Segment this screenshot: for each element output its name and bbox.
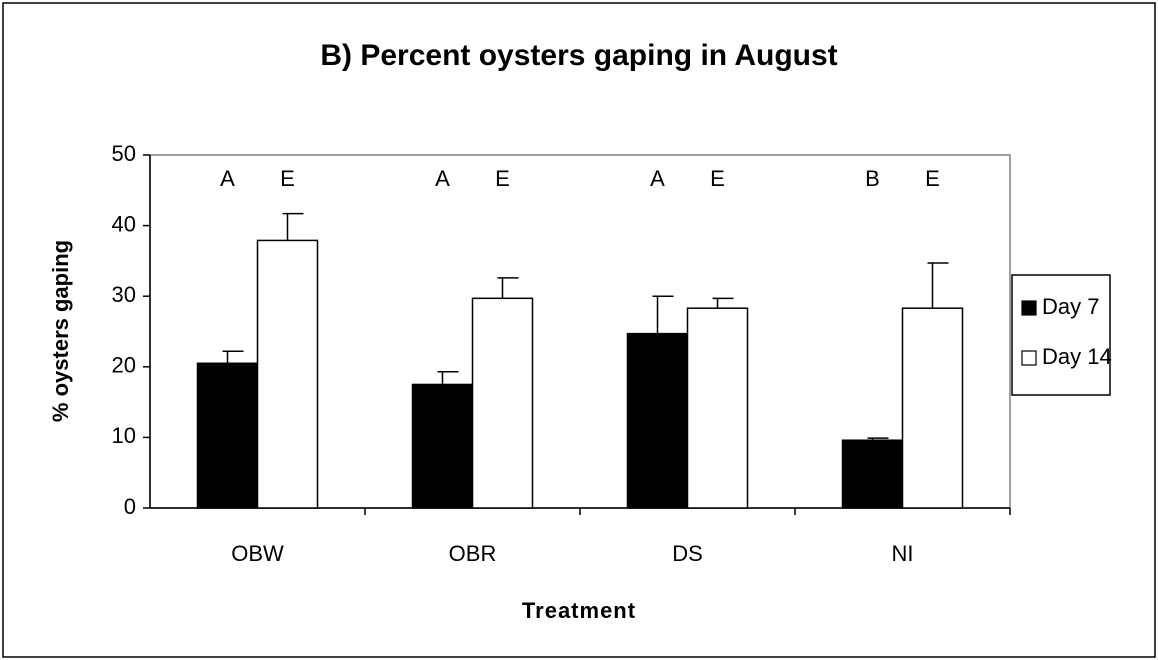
significance-letter: E [280,166,295,191]
legend-label: Day 14 [1042,344,1112,369]
x-tick-label: DS [672,541,703,566]
significance-letter: E [495,166,510,191]
error-bar [222,350,244,364]
error-bar [867,437,889,441]
y-axis-label: % oysters gaping [48,240,73,422]
significance-letter: B [865,166,880,191]
error-bar [437,370,459,385]
bar [686,307,749,509]
y-tick-label: 10 [112,423,136,448]
x-axis-label: Treatment [522,598,636,623]
y-tick-label: 40 [112,211,136,236]
bar [256,239,319,509]
legend-swatch [1021,300,1037,316]
bar [901,307,964,509]
error-bar [927,262,949,309]
y-tick-label: 30 [112,282,136,307]
significance-letter: A [220,166,235,191]
significance-letter: E [710,166,725,191]
bar [411,383,474,509]
chart-title: B) Percent oysters gaping in August [320,39,837,72]
significance-letter: E [925,166,940,191]
x-tick-label: NI [892,541,914,566]
error-bar [652,295,674,334]
significance-letter: A [435,166,450,191]
error-bar [712,297,734,309]
bar [196,362,259,509]
legend-swatch [1021,350,1037,366]
error-bar [282,212,304,241]
bar [626,332,689,509]
y-tick-label: 0 [124,494,136,519]
y-tick-label: 50 [112,141,136,166]
legend-label: Day 7 [1042,294,1099,319]
bar [471,297,534,509]
legend-box [1011,274,1111,396]
error-bar [497,277,519,299]
x-tick-label: OBR [449,541,497,566]
y-tick-label: 20 [112,353,136,378]
bar [841,439,904,509]
x-tick-label: OBW [231,541,284,566]
significance-letter: A [650,166,665,191]
